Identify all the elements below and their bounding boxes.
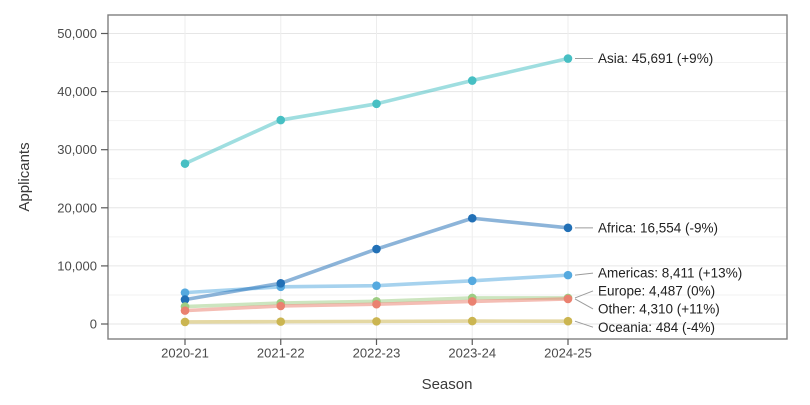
- data-point-americas-2024-25: [563, 270, 573, 280]
- axis-layer: 0 10,000 20,000 30,000 40,000 50,000 2020-21 20…: [57, 14, 788, 361]
- data-point-africa-2024-25: [563, 223, 573, 233]
- data-point-other-2022-23: [372, 299, 381, 309]
- y-tick-label: 0: [90, 317, 97, 332]
- label-connector-other: [574, 298, 594, 310]
- data-point-africa-2021-22: [276, 279, 286, 288]
- y-tick-label: 40,000: [57, 84, 97, 99]
- data-point-asia-2024-25: [563, 54, 573, 63]
- y-tick-label: 20,000: [57, 200, 97, 215]
- x-tick-label: 2024-25: [544, 346, 592, 361]
- data-point-oceania-2024-25: [563, 316, 573, 326]
- series-end-label-americas: Americas: 8,411 (+13%): [598, 266, 742, 281]
- data-point-other-2020-21: [180, 306, 190, 315]
- series-end-label-africa: Africa: 16,554 (-9%): [598, 220, 718, 235]
- data-point-asia-2023-24: [467, 76, 477, 85]
- y-axis-title: Applicants: [16, 142, 33, 211]
- label-connector-americas: [574, 272, 594, 276]
- data-point-other-2021-22: [276, 301, 286, 311]
- end-label-layer: Asia: 45,691 (+9%) Africa: 16,554 (-9%) Am…: [574, 51, 742, 335]
- data-point-americas-2023-24: [467, 276, 477, 286]
- data-point-oceania-2023-24: [467, 316, 477, 326]
- x-axis-title: Season: [422, 376, 473, 393]
- data-point-oceania-2020-21: [180, 317, 190, 327]
- y-tick-label: 30,000: [57, 142, 97, 157]
- data-point-americas-2020-21: [180, 288, 190, 297]
- data-point-americas-2022-23: [372, 281, 381, 290]
- x-tick-label: 2023-24: [448, 346, 496, 361]
- data-point-oceania-2021-22: [276, 317, 286, 326]
- data-point-other-2024-25: [563, 294, 573, 304]
- series-layer: [180, 54, 573, 327]
- data-point-africa-2020-21: [180, 295, 190, 304]
- series-end-label-europe: Europe: 4,487 (0%): [598, 284, 715, 299]
- x-tick-label: 2022-23: [353, 346, 401, 361]
- x-tick-label: 2020-21: [161, 346, 209, 361]
- plot-border: [107, 14, 788, 340]
- series-end-label-oceania: Oceania: 484 (-4%): [598, 320, 715, 335]
- data-point-asia-2021-22: [276, 115, 286, 125]
- data-point-other-2023-24: [467, 297, 477, 306]
- data-point-asia-2020-21: [180, 159, 190, 168]
- series-end-label-asia: Asia: 45,691 (+9%): [598, 51, 713, 66]
- data-point-oceania-2022-23: [372, 317, 381, 326]
- y-tick-label: 10,000: [57, 258, 97, 273]
- series-end-label-other: Other: 4,310 (+11%): [598, 302, 720, 317]
- x-tick-label: 2021-22: [257, 346, 305, 361]
- y-tick-label: 50,000: [57, 26, 97, 41]
- data-point-asia-2022-23: [372, 99, 381, 109]
- data-point-africa-2023-24: [467, 213, 477, 223]
- data-point-africa-2022-23: [372, 244, 381, 254]
- label-connector-oceania: [574, 320, 594, 328]
- label-connector-europe: [574, 290, 594, 299]
